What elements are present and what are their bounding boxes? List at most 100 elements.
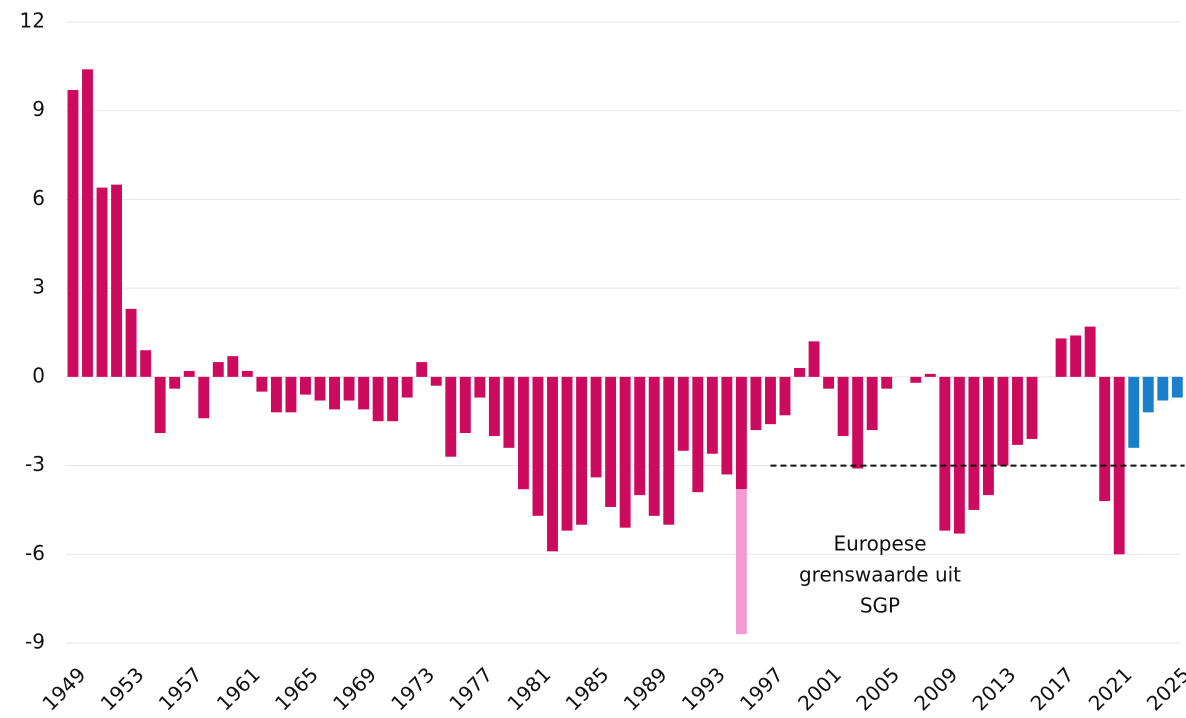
bar <box>924 373 936 377</box>
bar <box>416 362 428 377</box>
bar <box>721 376 733 475</box>
bar <box>183 370 195 377</box>
y-tick-label: 6 <box>32 186 45 210</box>
bar <box>82 69 93 377</box>
x-tick-label: 2001 <box>793 662 846 715</box>
bar <box>735 376 747 490</box>
bar <box>67 90 79 377</box>
bar <box>241 370 253 377</box>
y-tick-label: 0 <box>32 363 45 387</box>
bar <box>256 376 268 392</box>
bar <box>1012 376 1023 445</box>
bar <box>445 376 457 457</box>
x-tick-label: 2005 <box>851 662 904 715</box>
bar <box>677 376 689 451</box>
bar <box>1055 338 1067 377</box>
x-tick-label: 1985 <box>561 662 614 715</box>
bar <box>358 376 370 410</box>
bar <box>459 376 471 434</box>
bar <box>576 376 588 525</box>
bar <box>532 376 544 516</box>
bar <box>198 376 210 419</box>
bar <box>372 376 384 422</box>
x-tick-label: 2009 <box>909 662 962 715</box>
bar <box>692 376 704 493</box>
bar <box>1128 376 1140 448</box>
y-tick-label: 12 <box>20 9 45 33</box>
x-tick-label: 2025 <box>1142 662 1186 715</box>
bar <box>808 341 820 377</box>
bar <box>939 376 951 531</box>
bar <box>474 376 486 398</box>
bar <box>823 376 835 389</box>
x-tick-label: 1957 <box>154 662 207 715</box>
bar <box>300 376 311 395</box>
annotation: Europese <box>833 532 926 556</box>
y-tick-label: -3 <box>25 452 45 476</box>
bar <box>343 376 355 401</box>
bar <box>634 376 646 496</box>
bar <box>605 376 617 507</box>
bar <box>125 308 137 377</box>
y-tick-label: 3 <box>32 275 45 299</box>
bar <box>706 376 718 454</box>
bar <box>794 367 805 377</box>
bar <box>1157 376 1169 401</box>
bar <box>837 376 849 436</box>
bar <box>1026 376 1038 439</box>
x-tick-label: 1949 <box>37 662 90 715</box>
bar <box>140 350 152 377</box>
bar <box>227 356 239 377</box>
bar <box>866 376 878 431</box>
bar <box>285 376 297 413</box>
bar <box>212 362 224 377</box>
bar <box>430 376 442 386</box>
bar <box>953 376 965 534</box>
x-tick-label: 1953 <box>96 662 149 715</box>
bar <box>1084 326 1096 377</box>
bar <box>765 376 776 425</box>
bar <box>111 184 123 377</box>
bar <box>517 376 529 490</box>
bar <box>648 376 660 516</box>
bar <box>910 376 922 383</box>
x-tick-label: 1969 <box>328 662 381 715</box>
bar <box>1113 376 1125 555</box>
x-tick-label: 1973 <box>386 662 439 715</box>
bar <box>270 376 282 413</box>
x-tick-label: 1997 <box>735 662 788 715</box>
x-tick-label: 1981 <box>502 662 555 715</box>
bar <box>488 376 500 436</box>
bar <box>663 376 675 525</box>
bar <box>997 376 1009 466</box>
annotation: grenswaarde uit <box>799 563 961 587</box>
annotation: SGP <box>860 594 900 618</box>
y-tick-label: -6 <box>25 541 45 565</box>
bar <box>1099 376 1111 502</box>
bar <box>169 376 181 389</box>
bar <box>590 376 602 478</box>
bar <box>968 376 980 510</box>
bar <box>547 376 558 552</box>
bar <box>1142 376 1154 413</box>
bar <box>852 376 864 469</box>
x-tick-label: 1965 <box>270 662 323 715</box>
bar <box>329 376 340 410</box>
y-tick-label: 9 <box>32 97 45 121</box>
bar <box>881 376 893 389</box>
bar <box>750 376 762 431</box>
bar <box>503 376 515 448</box>
bar <box>779 376 791 416</box>
bar <box>401 376 413 398</box>
bar <box>735 489 747 635</box>
x-tick-label: 1989 <box>619 662 672 715</box>
x-tick-label: 1961 <box>212 662 265 715</box>
bar <box>314 376 326 401</box>
bar <box>619 376 631 528</box>
bar <box>561 376 573 531</box>
x-tick-label: 2017 <box>1026 662 1079 715</box>
x-tick-label: 2021 <box>1084 662 1137 715</box>
bar <box>96 187 108 377</box>
bar <box>154 376 166 434</box>
